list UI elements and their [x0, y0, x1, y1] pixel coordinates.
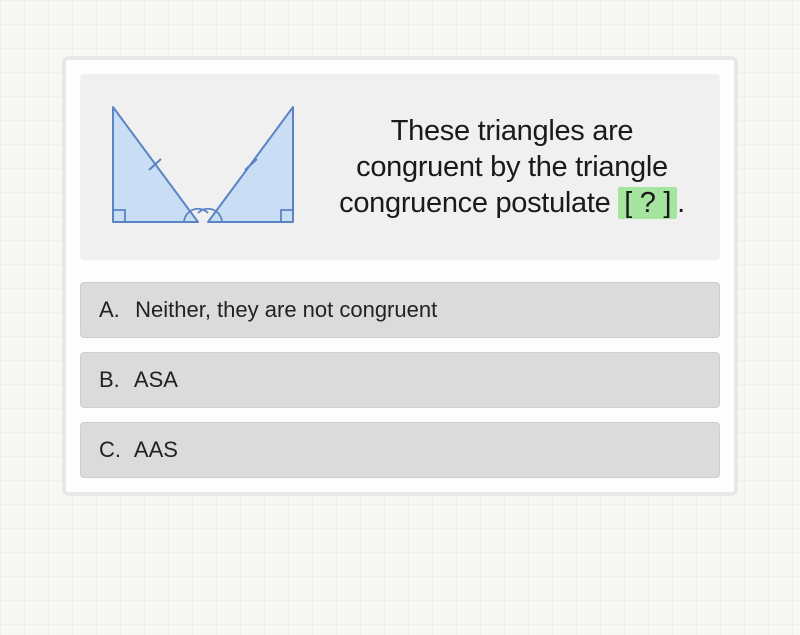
triangle-diagram	[98, 92, 308, 242]
answer-blank: [ ? ]	[618, 187, 677, 219]
answer-letter: A.	[99, 297, 129, 323]
answer-text: AAS	[134, 437, 178, 462]
answer-text: Neither, they are not congruent	[135, 297, 437, 322]
quiz-card: These triangles are congruent by the tri…	[62, 56, 738, 496]
answer-option-a[interactable]: A. Neither, they are not congruent	[80, 282, 720, 338]
question-after: .	[677, 187, 685, 219]
answer-text: ASA	[134, 367, 178, 392]
answer-list: A. Neither, they are not congruent B. AS…	[80, 282, 720, 478]
answer-letter: C.	[99, 437, 129, 463]
question-panel: These triangles are congruent by the tri…	[80, 74, 720, 260]
answer-letter: B.	[99, 367, 129, 393]
question-text: These triangles are congruent by the tri…	[326, 113, 698, 222]
answer-option-b[interactable]: B. ASA	[80, 352, 720, 408]
answer-option-c[interactable]: C. AAS	[80, 422, 720, 478]
